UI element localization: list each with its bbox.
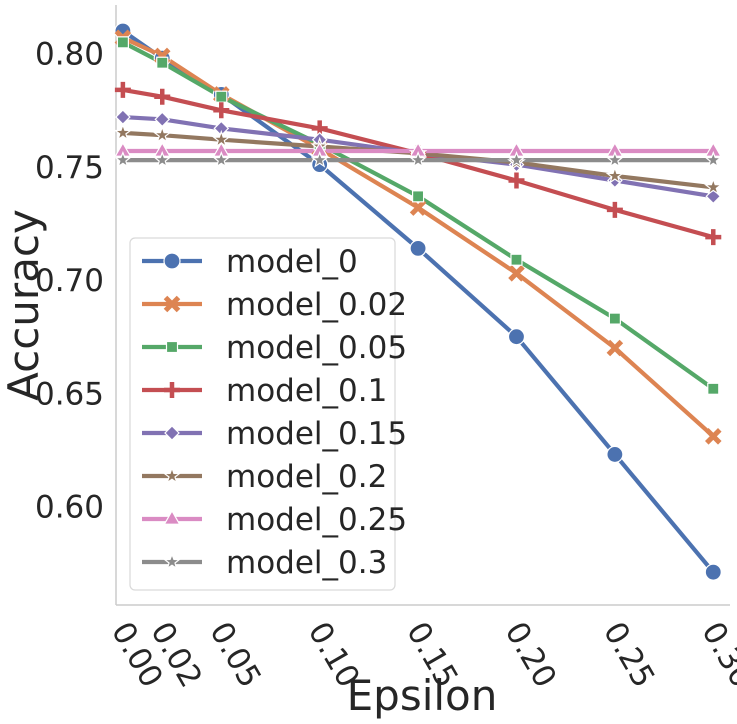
data-point-model_0.05 — [608, 312, 621, 325]
data-point-model_0.3 — [212, 150, 230, 168]
data-point-model_0 — [606, 445, 624, 464]
legend-swatch-marker — [165, 340, 179, 354]
series-line-model_0.02 — [120, 35, 716, 439]
data-point-model_0 — [409, 239, 427, 257]
data-point-model_0 — [507, 328, 526, 346]
data-point-model_0.1 — [508, 172, 525, 189]
data-point-model_0.3 — [606, 150, 624, 168]
legend-label: model_0 — [226, 244, 358, 280]
data-point-model_0.02 — [508, 265, 525, 282]
legend-swatch-marker — [163, 552, 181, 570]
data-point-model_0.05 — [116, 36, 129, 49]
x-tick-label: 0.05 — [202, 616, 268, 694]
data-point-model_0.15 — [154, 111, 171, 128]
series-line-model_0.1 — [120, 87, 716, 240]
data-point-model_0.05 — [510, 253, 523, 266]
x-axis-title: Epsilon — [347, 671, 498, 720]
series-markers — [113, 22, 723, 581]
y-tick-label: 0.75 — [35, 150, 104, 186]
legend-box — [129, 237, 396, 591]
x-tick-label: 0.30 — [694, 616, 737, 694]
data-point-model_0.1 — [213, 102, 230, 119]
data-point-model_0.02 — [409, 199, 427, 216]
data-point-model_0.2 — [113, 123, 133, 141]
legend-label: model_0.2 — [226, 459, 387, 495]
legend-label: model_0.3 — [226, 545, 387, 581]
data-point-model_0.3 — [310, 150, 329, 168]
y-tick-label: 0.80 — [35, 37, 104, 73]
axes — [115, 5, 730, 606]
series-lines — [120, 28, 716, 575]
series-line-model_0.05 — [120, 40, 716, 391]
legend-swatch-marker — [163, 295, 181, 313]
y-axis-title: Accuracy — [0, 209, 48, 401]
legend: model_0 model_0.02 model_0.05 model_0.1mode… — [129, 237, 407, 591]
data-point-model_0.02 — [705, 428, 722, 445]
data-point-model_0.2 — [703, 177, 723, 196]
legend-swatch-marker — [163, 252, 181, 270]
data-point-model_0.15 — [705, 188, 722, 205]
legend-label: model_0.05 — [226, 330, 407, 366]
y-tick-label: 0.70 — [35, 263, 104, 299]
data-point-model_0.1 — [606, 201, 623, 218]
legend-label: model_0.02 — [226, 287, 407, 323]
x-tick-label: 0.20 — [498, 616, 564, 694]
legend-swatch-marker — [162, 466, 182, 484]
data-point-model_0.02 — [606, 339, 624, 357]
y-tick-label: 0.65 — [35, 376, 104, 412]
legend-label: model_0.15 — [226, 416, 407, 452]
x-tick-label: 0.25 — [596, 616, 662, 694]
data-point-model_0.05 — [707, 382, 720, 395]
data-point-model_0.2 — [605, 166, 625, 184]
data-point-model_0.3 — [153, 150, 171, 168]
data-point-model_0.3 — [507, 150, 526, 168]
data-point-model_0.05 — [411, 190, 425, 203]
data-point-model_0.1 — [705, 229, 722, 246]
legend-swatch-marker — [163, 509, 181, 525]
data-point-model_0.3 — [114, 150, 132, 168]
legend-label: model_0.1 — [226, 373, 387, 409]
data-point-model_0.1 — [154, 88, 171, 105]
data-point-model_0.1 — [114, 81, 131, 98]
data-point-model_0.05 — [215, 90, 228, 103]
legend-label: model_0.25 — [226, 502, 407, 538]
y-tick-label: 0.60 — [35, 490, 104, 526]
data-point-model_0 — [704, 563, 722, 581]
data-point-model_0.05 — [156, 56, 169, 69]
legend-swatch-marker — [164, 425, 180, 441]
series-line-model_0.15 — [120, 114, 716, 199]
data-point-model_0.2 — [152, 125, 172, 144]
legend-swatch-marker — [164, 382, 180, 398]
data-point-model_0.3 — [704, 150, 722, 168]
data-point-model_0.15 — [115, 109, 131, 125]
data-point-model_0.3 — [409, 150, 427, 168]
